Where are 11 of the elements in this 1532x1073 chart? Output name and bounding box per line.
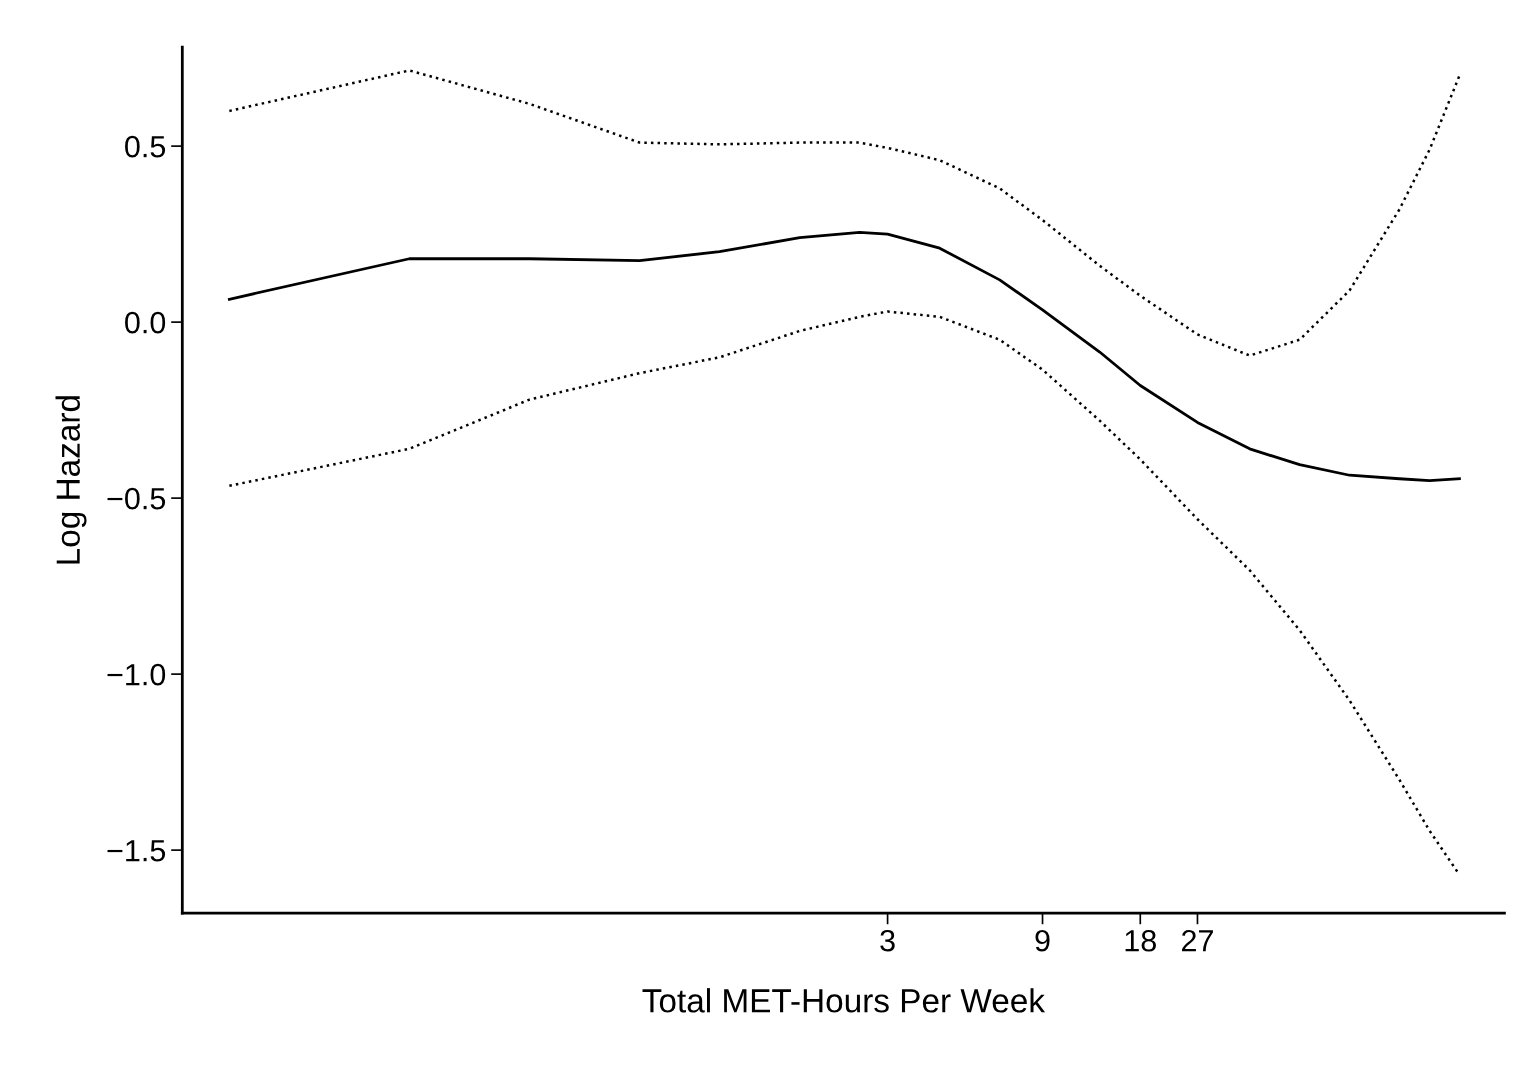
- y-tick-label: −1.5: [107, 840, 166, 862]
- x-tick-label: 18: [1125, 929, 1156, 952]
- x-axis-title: Total MET-Hours Per Week: [642, 988, 1046, 1013]
- x-tick-label: 9: [1035, 929, 1050, 952]
- y-tick-label: 0.0: [125, 311, 166, 334]
- y-tick-label: −0.5: [107, 487, 166, 510]
- y-tick-label: 0.5: [125, 135, 166, 158]
- x-tick-label: 3: [880, 929, 895, 952]
- y-tick-label: −1.0: [107, 663, 166, 686]
- y-axis-title: Log Hazard: [55, 396, 87, 564]
- x-tick-label: 27: [1182, 929, 1213, 952]
